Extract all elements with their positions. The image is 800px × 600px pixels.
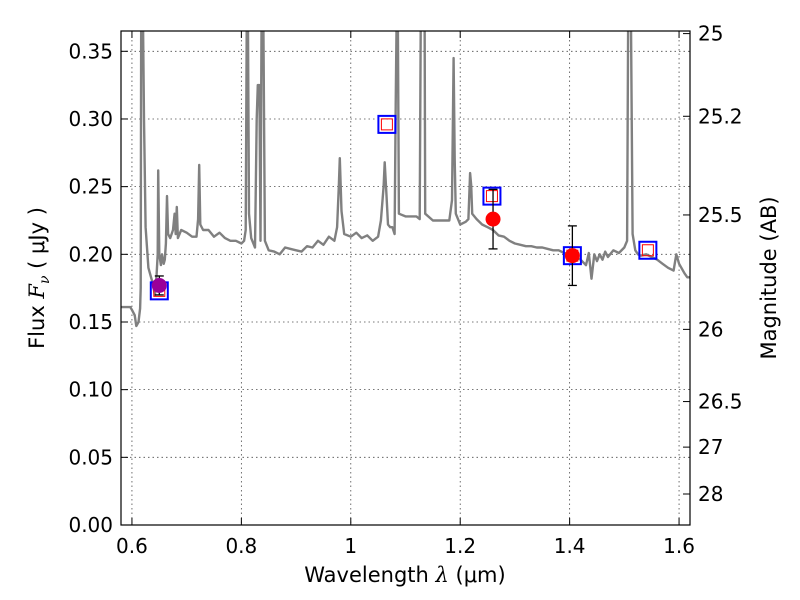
model-photometry-inner-square: [485, 190, 498, 203]
model-photometry-square: [377, 114, 397, 134]
x-axis-label: Wavelength λ (μm): [304, 563, 505, 587]
x-tick-label: 1: [344, 534, 357, 558]
y2-tick-label: 26.5: [698, 390, 743, 414]
plot-area: [121, 31, 690, 328]
y-tick-label: 0.20: [68, 242, 113, 266]
x-tick-label: 1.6: [663, 534, 695, 558]
y-tick-label: 0.30: [68, 107, 113, 131]
x-tick-label: 1.2: [444, 534, 476, 558]
x-tick-label: 1.4: [554, 534, 586, 558]
observed-point: [151, 277, 167, 293]
y2-tick-label: 27: [698, 435, 723, 459]
y-tick-label: 0.10: [68, 378, 113, 402]
axis-ticks: 0.6 0.8 1 1.2 1.4 1.6 0.00 0.05 0.10 0.15 0.20 0.25…: [68, 22, 742, 558]
y2-tick-label: 25: [698, 22, 723, 46]
model-photometry-inner-square: [380, 118, 393, 131]
observed-point: [564, 248, 580, 264]
model-spectrum-line: [121, 31, 690, 328]
y2-tick-label: 25.5: [698, 203, 743, 227]
y-tick-label: 0.25: [68, 175, 113, 199]
y-axis-label: Flux Fν ( μJy ): [25, 207, 53, 349]
observed-point: [485, 211, 501, 227]
x-tick-label: 0.8: [225, 534, 257, 558]
y2-tick-label: 26: [698, 317, 723, 341]
y2-axis-label: Magnitude (AB): [757, 196, 781, 359]
y-tick-label: 0.35: [68, 39, 113, 63]
y-tick-label: 0.05: [68, 445, 113, 469]
plot-frame: [120, 30, 691, 526]
model-photometry-square: [638, 240, 658, 260]
y2-tick-label: 25.2: [698, 104, 743, 128]
observed-photometry: [151, 188, 580, 296]
model-photometry-square: [482, 186, 502, 206]
y-tick-label: 0.15: [68, 310, 113, 334]
y2-tick-label: 28: [698, 482, 723, 506]
x-tick-label: 0.6: [116, 534, 148, 558]
y-tick-label: 0.00: [68, 513, 113, 537]
model-photometry-inner-square: [641, 244, 654, 257]
